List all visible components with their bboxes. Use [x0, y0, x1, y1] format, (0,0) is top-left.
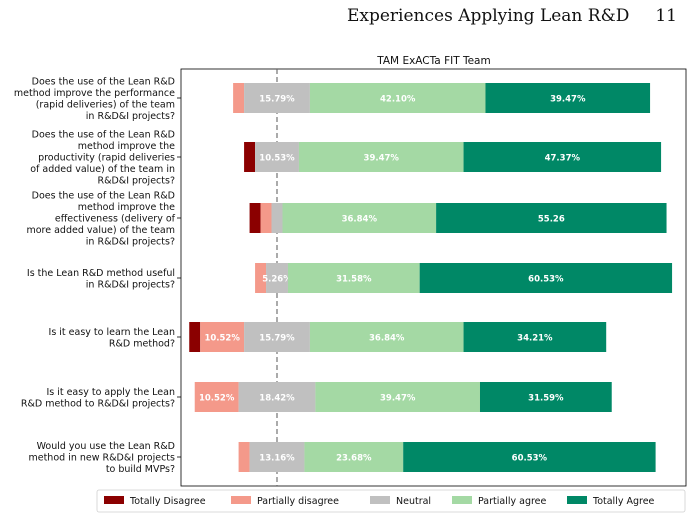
- bar-neutral-row-5: [244, 322, 310, 352]
- category-label-6-line-1: Is it easy to apply the Lean: [46, 387, 175, 398]
- bar-partially-agree-row-4: [287, 263, 420, 293]
- running-title: Experiences Applying Lean R&D: [346, 6, 630, 26]
- legend-label-partially-agree: Partially agree: [478, 496, 547, 507]
- legend-label-totally-agree: Totally Agree: [592, 496, 655, 507]
- category-label-3-line-5: in R&D&I projects?: [86, 237, 175, 248]
- bar-partially-agree-row-2: [298, 142, 464, 172]
- value-label-totally-agree-row-2: 47.37%: [545, 154, 581, 164]
- value-label-neutral-row-2: 10.53%: [259, 154, 295, 164]
- category-label-3-line-1: Does the use of the Lean R&D: [32, 191, 175, 202]
- bar-partially-disagree-row-1: [233, 83, 245, 113]
- bar-totally-agree-row-5: [463, 322, 607, 352]
- category-label-1-line-4: in R&D&I projects?: [86, 111, 175, 122]
- bar-totally-agree-row-4: [419, 263, 673, 293]
- page-header: Experiences Applying Lean R&D 11: [347, 6, 677, 28]
- legend-swatch-neutral: [370, 496, 390, 504]
- bar-partially-agree-row-5: [309, 322, 464, 352]
- category-label-2-line-2: method improve the: [78, 141, 175, 152]
- legend: Totally Disagree Partially disagree Neutra…: [96, 489, 686, 513]
- value-label-totally-agree-row-7: 60.53%: [512, 454, 548, 464]
- value-label-totally-agree-row-6: 31.59%: [528, 394, 564, 404]
- value-label-totally-agree-row-4: 60.53%: [528, 275, 564, 285]
- category-label-1-line-2: method improve the performance: [14, 88, 175, 99]
- legend-box: [96, 489, 686, 513]
- category-label-2-line-4: of added value) of the team in: [30, 164, 175, 175]
- value-label-partially-agree-row-7: 23.68%: [336, 454, 372, 464]
- value-label-neutral-row-1: 15.79%: [259, 95, 295, 105]
- bar-partially-agree-row-3: [282, 203, 437, 233]
- plot-border: [180, 68, 687, 487]
- chart-title: TAM ExACTa FIT Team: [376, 55, 490, 67]
- bar-totally-disagree-row-2: [244, 142, 256, 172]
- category-label-4-line-1: Is the Lean R&D method useful: [27, 268, 175, 279]
- bar-partially-disagree-row-4: [255, 263, 267, 293]
- category-label-1-line-3: (rapid deliveries) of the team: [36, 99, 175, 110]
- category-label-3-line-4: more added value) of the team: [26, 225, 175, 236]
- bar-neutral-row-4: [266, 263, 288, 293]
- legend-swatch-totally-disagree: [104, 496, 124, 504]
- bar-partially-agree-row-6: [315, 382, 480, 412]
- legend-swatch-totally-agree: [567, 496, 587, 504]
- bar-partially-agree-row-7: [304, 442, 404, 472]
- category-label-2-line-3: productivity (rapid deliveries: [38, 153, 175, 164]
- category-label-7-line-3: to build MVPs?: [106, 464, 175, 475]
- legend-label-partially-disagree: Partially disagree: [257, 496, 339, 507]
- bar-neutral-row-6: [238, 382, 316, 412]
- bar-neutral-row-3: [271, 203, 283, 233]
- value-label-partially-agree-row-4: 31.58%: [336, 275, 372, 285]
- bar-partially-disagree-row-3: [260, 203, 272, 233]
- category-label-3-line-3: effectiveness (delivery of: [55, 214, 176, 225]
- value-label-neutral-row-4: 5.26%: [262, 275, 292, 285]
- category-label-4-line-2: in R&D&I projects?: [86, 279, 175, 290]
- value-label-totally-agree-row-1: 39.47%: [550, 95, 586, 105]
- value-label-totally-agree-row-5: 34.21%: [517, 334, 553, 344]
- bar-partially-disagree-row-5: [200, 322, 245, 352]
- bar-totally-agree-row-6: [479, 382, 612, 412]
- value-label-neutral-row-6: 18.42%: [259, 394, 295, 404]
- bar-totally-disagree-row-3: [249, 203, 261, 233]
- category-label-5-line-1: Is it easy to learn the Lean: [49, 327, 175, 338]
- bar-neutral-row-7: [249, 442, 305, 472]
- bar-totally-agree-row-3: [436, 203, 667, 233]
- value-label-partially-agree-row-3: 36.84%: [342, 215, 378, 225]
- bar-neutral-row-1: [244, 83, 310, 113]
- value-label-partially-disagree-row-6: 10.52%: [199, 394, 235, 404]
- value-label-partially-disagree-row-5: 10.52%: [204, 334, 240, 344]
- bar-totally-agree-row-7: [403, 442, 656, 472]
- value-label-totally-agree-row-3: 55.26: [538, 215, 565, 225]
- bar-neutral-row-2: [255, 142, 299, 172]
- bar-totally-agree-row-2: [463, 142, 662, 172]
- category-label-6-line-2: R&D method to R&D&I projects?: [21, 398, 175, 409]
- legend-label-totally-disagree: Totally Disagree: [129, 496, 206, 507]
- category-label-3-line-2: method improve the: [78, 202, 175, 213]
- value-label-neutral-row-5: 15.79%: [259, 334, 295, 344]
- category-label-7-line-1: Would you use the Lean R&D: [37, 441, 175, 452]
- legend-label-neutral: Neutral: [396, 496, 431, 507]
- legend-swatch-partially-agree: [452, 496, 472, 504]
- bar-partially-disagree-row-6: [194, 382, 239, 412]
- legend-swatch-partially-disagree: [231, 496, 251, 504]
- bar-partially-agree-row-1: [309, 83, 486, 113]
- bar-totally-disagree-row-5: [189, 322, 201, 352]
- category-label-2-line-5: R&D&I projects?: [97, 176, 175, 187]
- category-label-2-line-1: Does the use of the Lean R&D: [32, 130, 175, 141]
- value-label-partially-agree-row-1: 42.10%: [380, 95, 416, 105]
- value-label-partially-agree-row-5: 36.84%: [369, 334, 405, 344]
- value-label-neutral-row-7: 13.16%: [259, 454, 295, 464]
- value-label-partially-agree-row-6: 39.47%: [380, 394, 416, 404]
- page-number: 11: [655, 6, 677, 26]
- bar-totally-agree-row-1: [485, 83, 651, 113]
- bar-partially-disagree-row-7: [238, 442, 250, 472]
- category-label-7-line-2: method in new R&D&I projects: [28, 453, 175, 464]
- value-label-partially-agree-row-2: 39.47%: [364, 154, 400, 164]
- bars-group: 15.79% 42.10% 39.47% 10.53% 39.47% 47.37% 36.8…: [189, 83, 673, 472]
- category-label-5-line-2: R&D method?: [109, 338, 175, 349]
- category-label-1-line-1: Does the use of the Lean R&D: [32, 76, 175, 87]
